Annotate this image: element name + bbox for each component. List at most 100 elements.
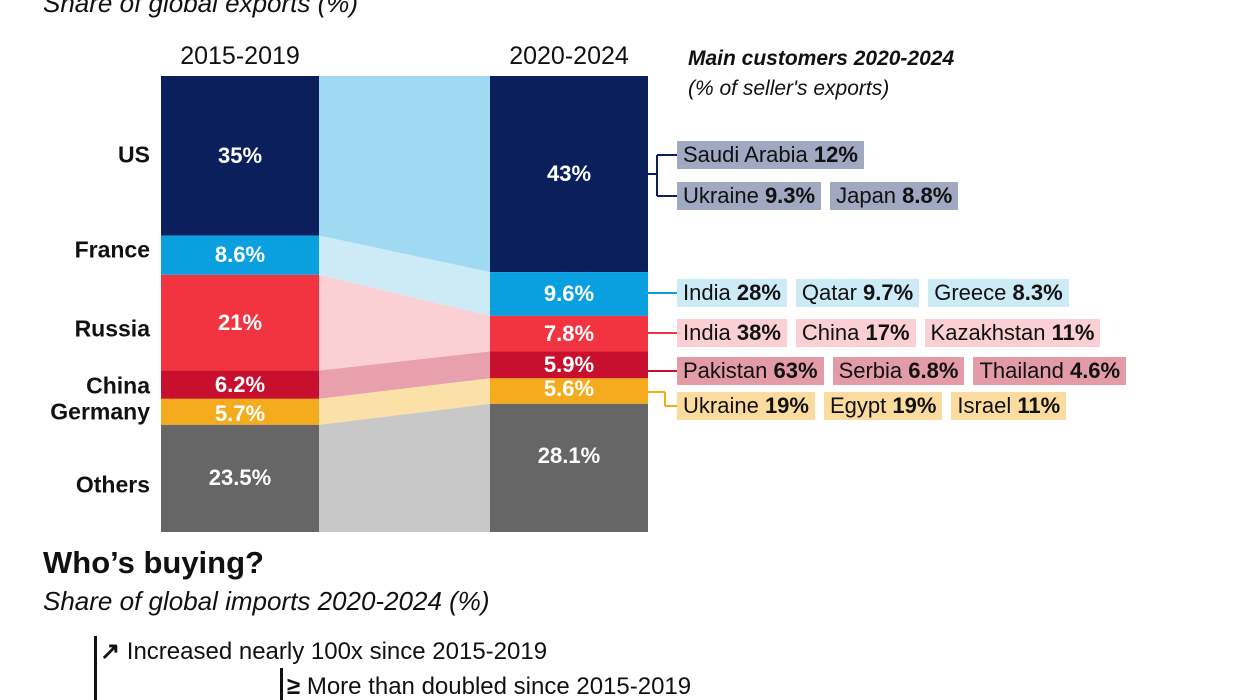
exports-subtitle: Share of global exports (%): [43, 0, 359, 18]
customer-share: 11%: [1017, 393, 1061, 418]
customer-share: 28%: [736, 280, 781, 305]
customer-country: India: [683, 280, 731, 305]
row-label-france: France: [74, 236, 150, 263]
customer-row-germany: Ukraine 19% Egypt 19% Israel 11%: [677, 392, 1075, 420]
customer-tag: Israel 11%: [951, 392, 1067, 420]
data-label-france: 9.6%: [543, 280, 595, 306]
customer-country: Israel: [957, 393, 1012, 418]
customer-tag: India 28%: [677, 279, 787, 307]
customer-country: Ukraine: [683, 183, 759, 208]
legend-label: Increased nearly 100x since 2015-2019: [126, 638, 548, 665]
bar-segment-russia: [161, 274, 319, 371]
customer-share: 19%: [764, 393, 809, 418]
customer-tag: Serbia 6.8%: [832, 357, 965, 385]
bar-segment-russia: [490, 315, 648, 352]
flow-germany: [319, 378, 490, 425]
customer-share: 8.8%: [902, 183, 953, 208]
customer-country: Japan: [836, 183, 897, 208]
data-label-russia: 21%: [217, 309, 263, 335]
customer-row-us: Ukraine 9.3% Japan 8.8%: [677, 182, 967, 210]
data-label-others: 28.1%: [537, 442, 601, 468]
data-label-china: 6.2%: [214, 371, 266, 397]
bar-segment-china: [161, 370, 319, 399]
customer-country: Greece: [934, 280, 1007, 305]
customer-share: 6.8%: [908, 358, 959, 383]
customer-country: Serbia: [838, 358, 903, 383]
customer-share: 11%: [1051, 320, 1095, 345]
customer-country: Egypt: [829, 393, 887, 418]
bar-segment-france: [161, 235, 319, 275]
customer-share: 17%: [865, 320, 910, 345]
customer-row-russia: India 38% China 17% Kazakhstan 11%: [677, 319, 1109, 347]
bar-segment-china: [490, 351, 648, 379]
customer-tag: China 17%: [795, 319, 916, 347]
buying-subtitle: Share of global imports 2020-2024 (%): [43, 586, 490, 616]
data-label-china: 5.9%: [543, 351, 595, 377]
data-label-us: 35%: [217, 142, 263, 168]
customer-tag: Kazakhstan 11%: [924, 319, 1101, 347]
bar-segment-others: [490, 403, 648, 532]
customer-country: Pakistan: [683, 358, 768, 383]
customers-note: (% of seller's exports): [688, 77, 890, 100]
row-label-russia: Russia: [74, 315, 150, 342]
data-label-germany: 5.6%: [543, 376, 595, 402]
customer-share: 19%: [892, 393, 937, 418]
customer-share: 4.6%: [1069, 358, 1121, 383]
customer-row-us: Saudi Arabia 12%: [677, 141, 873, 169]
customer-tag: Ukraine 19%: [677, 392, 815, 420]
legend-item-doubled: ≥ More than doubled since 2015-2019: [287, 673, 691, 700]
bar-segment-germany: [161, 398, 319, 425]
flow-france: [319, 235, 490, 316]
flow-china: [319, 351, 490, 399]
data-label-us: 43%: [546, 161, 592, 187]
customer-row-china: Pakistan 63% Serbia 6.8% Thailand 4.6%: [677, 357, 1135, 385]
column-header-right: 2020-2024: [509, 42, 629, 70]
row-label-germany: Germany: [50, 398, 150, 425]
customer-country: Ukraine: [683, 393, 759, 418]
row-label-us: US: [118, 141, 150, 168]
customer-country: Kazakhstan: [930, 320, 1046, 345]
customer-row-france: India 28% Qatar 9.7% Greece 8.3%: [677, 279, 1078, 307]
customer-tag: Japan 8.8%: [830, 182, 959, 210]
customer-country: Saudi Arabia: [683, 142, 808, 167]
legend-rule-2: [280, 668, 283, 700]
customer-tag: Saudi Arabia 12%: [677, 141, 864, 169]
customer-tag: Greece 8.3%: [928, 279, 1069, 307]
customer-tag: Qatar 9.7%: [795, 279, 920, 307]
trend-up-icon: ↗: [100, 638, 121, 665]
customer-share: 9.3%: [764, 183, 816, 208]
data-label-france: 8.6%: [214, 242, 266, 268]
greater-equal-icon: ≥: [287, 673, 301, 700]
customers-title: Main customers 2020-2024: [688, 47, 955, 70]
data-label-russia: 7.8%: [543, 320, 595, 346]
customer-country: Thailand: [979, 358, 1064, 383]
customer-share: 9.7%: [863, 280, 914, 305]
customer-country: Qatar: [801, 280, 857, 305]
flow-others: [319, 403, 490, 532]
bar-segment-others: [161, 424, 319, 532]
bar-segment-us: [490, 76, 648, 273]
customer-share: 63%: [773, 358, 818, 383]
customer-tag: Egypt 19%: [823, 392, 943, 420]
customer-tag: Ukraine 9.3%: [677, 182, 822, 210]
customer-share: 8.3%: [1012, 280, 1063, 305]
legend-item-100x: ↗ Increased nearly 100x since 2015-2019: [100, 637, 547, 666]
customer-country: India: [683, 320, 731, 345]
row-label-china: China: [86, 372, 150, 399]
column-header-left: 2015-2019: [180, 42, 300, 70]
legend-label: More than doubled since 2015-2019: [306, 673, 692, 700]
row-label-others: Others: [75, 471, 150, 498]
customer-tag: India 38%: [677, 319, 787, 347]
data-label-others: 23.5%: [208, 465, 272, 491]
bar-segment-germany: [490, 378, 648, 404]
customer-tag: Pakistan 63%: [677, 357, 824, 385]
customer-share: 12%: [813, 142, 858, 167]
bar-segment-us: [161, 76, 319, 236]
customer-share: 38%: [736, 320, 781, 345]
flow-us: [319, 76, 490, 273]
data-label-germany: 5.7%: [214, 400, 266, 426]
customer-country: China: [801, 320, 860, 345]
flow-russia: [319, 274, 490, 371]
